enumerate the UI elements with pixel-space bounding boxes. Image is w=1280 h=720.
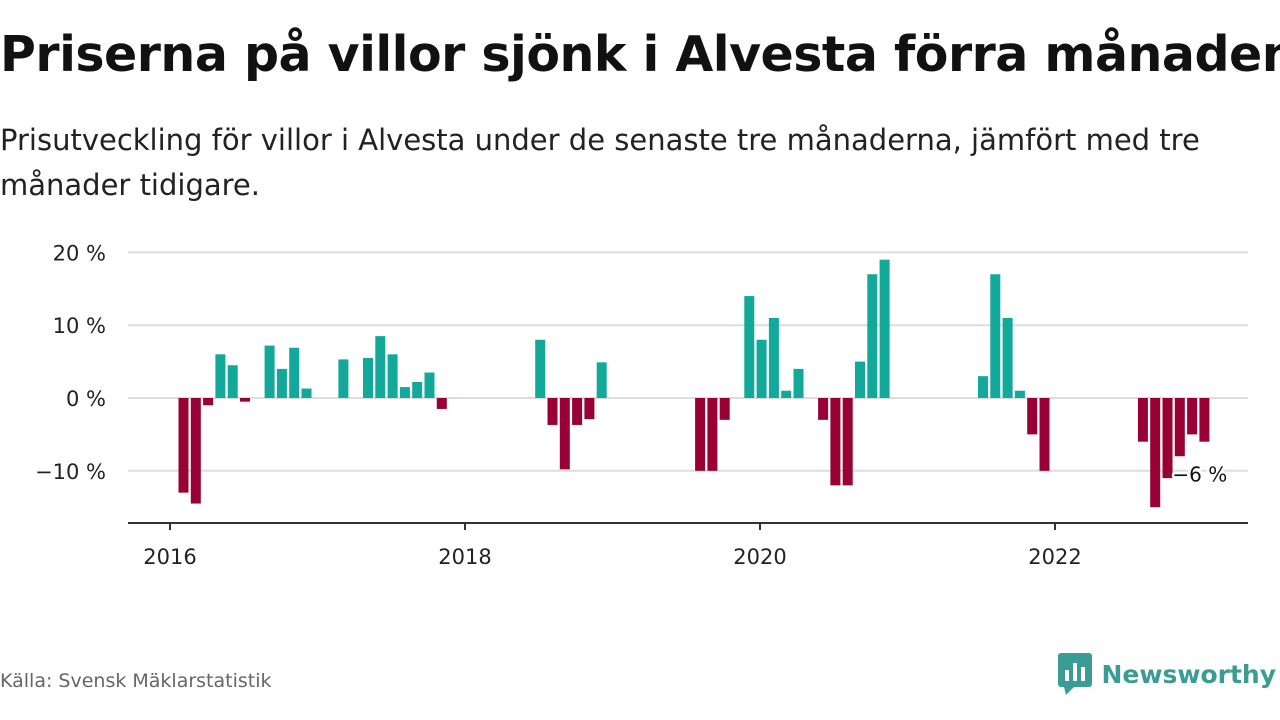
bar [436,398,447,409]
bar [1039,398,1050,471]
bar [572,398,583,425]
bar [879,259,890,398]
bar [1137,398,1148,442]
bar [276,368,287,398]
bar [559,398,570,470]
chart-subtitle: Prisutveckling för villor i Alvesta unde… [0,123,1200,202]
bar [1162,398,1173,479]
bar [240,398,250,402]
bar [584,398,595,420]
bar [768,317,779,398]
bar [1187,398,1198,435]
bar [264,345,275,398]
bar [375,336,386,398]
bar [215,354,226,398]
bar [1199,398,1210,442]
chart-title: Priserna på villor sjönk i Alvesta förra… [0,26,1280,83]
bar [387,354,398,398]
bar [707,398,718,471]
bar [781,390,792,398]
x-tick-label: 2022 [1028,545,1081,569]
last-value-label: −6 % [1172,463,1227,487]
y-tick-label: 10 % [53,314,106,338]
bar [190,398,201,504]
bar [830,398,841,486]
bar [756,339,767,398]
bar [338,359,349,398]
bar [301,388,312,398]
source-note: Källa: Svensk Mäklarstatistik [0,670,272,692]
y-tick-label: −10 % [35,460,106,484]
bar [793,368,804,398]
bar [547,398,558,425]
bar [289,347,300,398]
bar [1027,398,1038,435]
bar [818,398,829,420]
bar [203,398,214,406]
brand-logo: Newsworthy [1057,652,1277,696]
bar [1014,390,1025,398]
bar [719,398,730,420]
bar-chart: 20 % 10 % 0 % −10 % 2016 2018 2020 2022 −6 % [35,241,1248,569]
bar [990,274,1001,398]
bar [1002,317,1013,398]
x-tick-label: 2020 [733,545,786,569]
bar [867,274,878,398]
bar [1150,398,1161,508]
bar [596,362,607,398]
bar [695,398,706,471]
bar [424,372,435,398]
bar [744,296,755,398]
bar [178,398,189,493]
brand-name: Newsworthy [1101,659,1277,689]
bar [363,357,373,398]
y-tick-label: 0 % [66,387,106,411]
newsworthy-logo-icon [1057,653,1092,695]
x-tick-label: 2016 [143,545,196,569]
bar [978,376,988,398]
bar [1174,398,1185,457]
x-tick-label: 2018 [438,545,491,569]
y-tick-label: 20 % [53,241,106,265]
bar [399,387,410,398]
bar [855,361,865,398]
bar [842,398,853,486]
bar [412,381,423,398]
bar [227,365,238,398]
bar [535,339,546,398]
